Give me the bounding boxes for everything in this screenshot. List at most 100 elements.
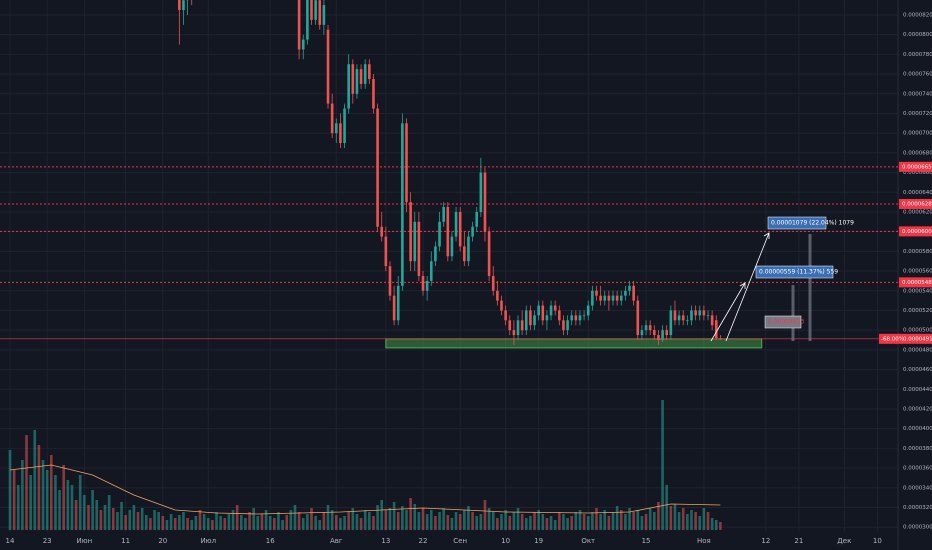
volume-bar: [636, 510, 640, 530]
volume-bar: [520, 514, 524, 530]
volume-bar: [264, 510, 268, 530]
candle-body: [690, 310, 693, 321]
volume-bar: [37, 445, 41, 530]
volume-bar: [644, 514, 648, 530]
candle-body: [434, 246, 437, 262]
volume-bar: [392, 502, 396, 530]
volume-bar: [293, 505, 297, 530]
volume-bar: [496, 518, 499, 530]
volume-bar: [78, 475, 82, 530]
volume-bar: [508, 516, 512, 530]
volume-bar: [570, 516, 574, 530]
candle-body: [405, 123, 408, 203]
candle-body: [487, 231, 491, 276]
volume-bar: [632, 512, 635, 530]
candle-body: [339, 123, 342, 144]
volume-bar: [194, 516, 198, 530]
level-label: 0.00006003: [902, 229, 932, 235]
volume-bar: [669, 506, 673, 530]
volume-ma-line: [9, 464, 721, 515]
volume-bar: [467, 506, 470, 530]
x-tick-label: 23: [43, 537, 52, 545]
volume-bar: [347, 512, 350, 530]
volume-bar: [615, 506, 619, 530]
candle-body: [504, 310, 507, 321]
candle-body: [318, 0, 322, 25]
candle-body: [545, 315, 549, 321]
volume-bar: [376, 505, 379, 530]
candle-body: [714, 320, 718, 339]
volume-bar: [173, 518, 177, 530]
candle-body: [347, 64, 350, 109]
candle-body: [558, 310, 561, 321]
volume-bar: [372, 516, 375, 530]
volume-bar: [103, 505, 107, 530]
volume-bar: [33, 430, 37, 530]
candle-body: [392, 295, 396, 321]
volume-bar: [413, 504, 417, 530]
candle-body: [363, 64, 367, 84]
volume-bar: [574, 512, 578, 530]
volume-bar: [566, 518, 569, 530]
x-tick-label: Июл: [200, 537, 216, 545]
volume-bar: [120, 502, 123, 530]
support-zone: [385, 338, 763, 349]
volume-bar: [640, 516, 644, 530]
candle-body: [640, 330, 644, 336]
volume-bar: [66, 480, 70, 530]
volume-bar: [562, 514, 565, 530]
candle-body: [463, 246, 466, 262]
volume-bar: [719, 522, 722, 530]
volume-bar: [454, 512, 458, 530]
volume-bar: [421, 508, 425, 530]
volume-bar: [524, 518, 528, 530]
candle-body: [632, 285, 635, 301]
volume-bar: [537, 510, 540, 530]
volume-bar: [161, 516, 165, 530]
candle-body: [401, 123, 404, 286]
volume-bar: [619, 510, 623, 530]
volume-bar: [136, 512, 140, 530]
candle-body: [611, 295, 615, 301]
volume-bar: [128, 510, 132, 530]
candle-body: [657, 335, 660, 341]
volume-bar: [351, 508, 355, 530]
candle-body: [475, 211, 479, 227]
volume-bar: [41, 460, 45, 530]
volume-bar: [686, 514, 689, 530]
level-label-bg: [899, 226, 932, 237]
volume-bar: [388, 508, 392, 530]
x-tick-label: 19: [534, 537, 543, 545]
volume-bar: [62, 465, 65, 530]
volume-bar: [681, 508, 685, 530]
candle-body: [570, 315, 574, 321]
volume-bar: [182, 512, 185, 530]
volume-bar: [149, 518, 152, 530]
x-tick-label: Окт: [581, 537, 595, 545]
volume-bar: [512, 512, 516, 530]
volume-bar: [95, 500, 99, 530]
volume-bar: [318, 520, 322, 530]
candle-body: [306, 0, 309, 40]
candle-body: [599, 295, 602, 301]
volume-bar: [310, 508, 313, 530]
candle-body: [409, 202, 412, 262]
volume-bar: [186, 518, 189, 530]
volume-bar: [169, 514, 173, 530]
candle-body: [694, 310, 697, 316]
candle-body: [636, 300, 640, 336]
volume-bar: [29, 475, 32, 530]
volume-bar: [277, 512, 280, 530]
candle-body: [182, 0, 185, 11]
candle-body: [653, 330, 656, 336]
candle-body: [541, 305, 545, 321]
candle-body: [496, 290, 499, 301]
